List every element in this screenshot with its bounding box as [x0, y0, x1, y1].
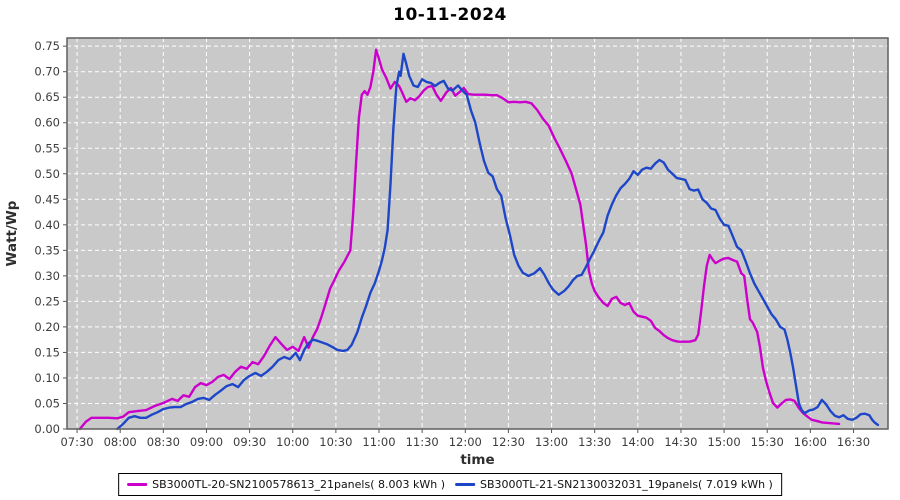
y-tick-label: 0.40 — [34, 218, 60, 232]
x-tick-label: 14:00 — [621, 435, 654, 449]
y-tick-label: 0.00 — [34, 422, 60, 436]
y-tick-label: 0.10 — [34, 371, 60, 385]
x-tick-label: 16:30 — [837, 435, 870, 449]
x-tick-label: 08:00 — [104, 435, 137, 449]
y-tick-label: 0.30 — [34, 269, 60, 283]
chart-legend: SB3000TL-20-SN2100578613_21panels( 8.003… — [118, 473, 782, 496]
y-tick-label: 0.25 — [34, 294, 60, 308]
series-line-sb3000tl-21 — [116, 52, 880, 431]
y-tick-label: 0.15 — [34, 345, 60, 359]
x-tick-label: 13:30 — [578, 435, 611, 449]
x-tick-label: 09:00 — [190, 435, 223, 449]
y-axis-label: Watt/Wp — [4, 200, 20, 266]
x-tick-label: 13:00 — [535, 435, 568, 449]
x-tick-label: 10:00 — [276, 435, 309, 449]
plot-area[interactable] — [67, 38, 888, 429]
y-tick-label: 0.45 — [34, 192, 60, 206]
legend-label: SB3000TL-20-SN2100578613_21panels( 8.003… — [152, 478, 445, 491]
legend-line-swatch-blue-icon — [455, 483, 475, 486]
legend-label: SB3000TL-21-SN2130032031_19panels( 7.019… — [480, 478, 773, 491]
plot-border — [66, 37, 889, 430]
y-tick-label: 0.65 — [34, 90, 60, 104]
x-tick-label: 09:30 — [233, 435, 266, 449]
x-tick-label: 10:30 — [319, 435, 352, 449]
y-tick-label: 0.75 — [34, 39, 60, 53]
x-tick-label: 15:00 — [708, 435, 741, 449]
x-axis-label: time — [460, 452, 494, 468]
x-tick-label: 14:30 — [664, 435, 697, 449]
x-tick-label: 11:30 — [406, 435, 439, 449]
y-tick-label: 0.55 — [34, 141, 60, 155]
x-tick-label: 15:30 — [751, 435, 784, 449]
legend-item-sb3000tl-20: SB3000TL-20-SN2100578613_21panels( 8.003… — [127, 478, 445, 491]
y-tick-label: 0.60 — [34, 116, 60, 130]
x-tick-label: 11:00 — [362, 435, 395, 449]
y-tick-label: 0.70 — [34, 65, 60, 79]
y-tick-label: 0.50 — [34, 167, 60, 181]
x-tick-label: 12:30 — [492, 435, 525, 449]
legend-item-sb3000tl-21: SB3000TL-21-SN2130032031_19panels( 7.019… — [455, 478, 773, 491]
x-tick-label: 08:30 — [147, 435, 180, 449]
x-tick-label: 12:00 — [449, 435, 482, 449]
y-tick-label: 0.20 — [34, 320, 60, 334]
legend-line-swatch-magenta-icon — [127, 483, 148, 486]
series-line-sb3000tl-20 — [78, 48, 841, 431]
chart-title: 10-11-2024 — [393, 5, 507, 25]
y-tick-label: 0.35 — [34, 243, 60, 257]
y-tick-label: 0.05 — [34, 396, 60, 410]
x-tick-label: 07:30 — [60, 435, 93, 449]
x-tick-label: 16:00 — [794, 435, 827, 449]
